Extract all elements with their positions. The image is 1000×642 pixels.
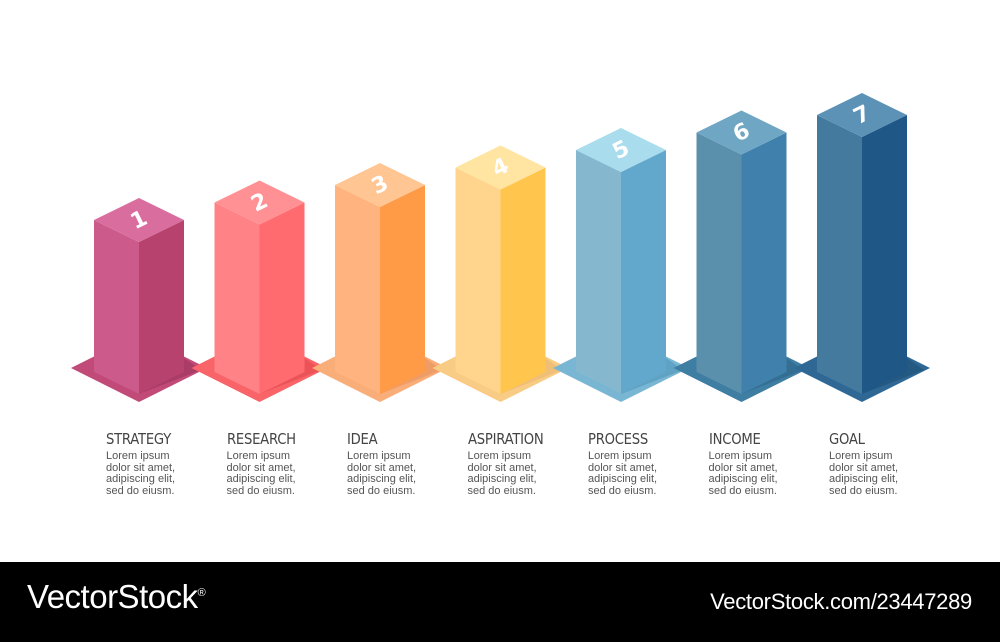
brand-logo: VectorStock®	[27, 578, 206, 616]
step-description-line: dolor sit amet,	[708, 461, 778, 474]
step-description-line: dolor sit amet,	[347, 461, 417, 474]
column-top-face	[335, 163, 425, 207]
step-description-line: Lorem ipsum	[106, 450, 170, 462]
step-description-line: sed do eiusm.	[708, 484, 777, 497]
step-label-2: RESEARCH Lorem ipsum dolor sit amet, adipis…	[227, 430, 347, 497]
column-left-face	[817, 115, 862, 394]
step-description-line: dolor sit amet,	[106, 461, 176, 474]
column-left-face	[576, 150, 621, 394]
step-title: ASPIRATION	[467, 430, 544, 448]
step-description-line: Lorem ipsum	[226, 450, 291, 462]
step-description-line: adipiscing elit,	[708, 473, 778, 485]
brand-url: VectorStock.com/23447289	[710, 589, 972, 614]
column-4: 4	[432, 145, 569, 402]
step-description-line: adipiscing elit,	[588, 473, 658, 485]
step-title: GOAL	[829, 430, 865, 448]
step-description-line: adipiscing elit,	[467, 473, 537, 485]
column-right-face	[380, 185, 425, 394]
step-title: INCOME	[708, 430, 761, 448]
column-3: 3	[312, 163, 448, 402]
step-description-line: sed do eiusm.	[106, 484, 175, 497]
step-description-line: Lorem ipsum	[467, 450, 532, 462]
column-right-face	[139, 220, 184, 394]
footer-bar: VectorStock® VectorStock.com/23447289	[0, 562, 1000, 642]
step-description-line: sed do eiusm.	[588, 484, 657, 497]
step-description-line: adipiscing elit,	[347, 473, 417, 485]
column-top-face	[94, 198, 184, 242]
step-label-6: INCOME Lorem ipsum dolor sit amet, adipisci…	[709, 430, 829, 497]
step-description-line: Lorem ipsum	[829, 450, 893, 462]
column-left-face	[696, 132, 742, 394]
column-6: 6	[673, 110, 810, 402]
column-left-face	[94, 220, 139, 394]
step-description-line: sed do eiusm.	[226, 484, 295, 497]
brand-registered-mark: ®	[197, 587, 206, 599]
column-top-face	[455, 145, 546, 190]
step-title: STRATEGY	[106, 430, 172, 448]
column-top-face	[696, 110, 787, 155]
step-title: PROCESS	[588, 430, 648, 448]
step-description-line: dolor sit amet,	[467, 461, 537, 474]
column-right-face	[621, 150, 666, 394]
step-description-line: adipiscing elit,	[226, 473, 296, 485]
column-top-face	[576, 128, 666, 172]
column-right-face	[500, 167, 546, 394]
step-description-line: Lorem ipsum	[347, 450, 411, 462]
column-2: 2	[191, 180, 328, 402]
column-left-face	[335, 185, 380, 394]
step-description-line: Lorem ipsum	[708, 450, 773, 462]
step-description-line: Lorem ipsum	[588, 450, 652, 462]
step-label-4: ASPIRATION Lorem ipsum dolor sit amet, adip…	[468, 430, 588, 497]
step-label-1: STRATEGY Lorem ipsum dolor sit amet, adipis…	[106, 430, 226, 497]
column-left-face	[214, 202, 260, 394]
step-title: IDEA	[347, 430, 378, 448]
step-title: RESEARCH	[226, 430, 296, 448]
column-right-face	[862, 115, 907, 394]
brand-name: VectorStock	[27, 578, 198, 615]
step-label-5: PROCESS Lorem ipsum dolor sit amet, adipisc…	[588, 430, 708, 497]
column-left-face	[455, 167, 501, 394]
column-1: 1	[71, 198, 207, 402]
step-description-line: sed do eiusm.	[347, 484, 416, 497]
column-right-face	[741, 132, 787, 394]
step-description-line: dolor sit amet,	[829, 461, 899, 474]
column-5: 5	[553, 128, 689, 402]
step-description-line: dolor sit amet,	[226, 461, 296, 474]
step-label-7: GOAL Lorem ipsum dolor sit amet, adipiscing…	[829, 430, 949, 497]
column-top-face	[817, 93, 907, 137]
column-7: 7	[794, 93, 930, 402]
column-right-face	[259, 202, 305, 394]
step-label-3: IDEA Lorem ipsum dolor sit amet, adipiscing…	[347, 430, 467, 497]
step-description-line: adipiscing elit,	[829, 473, 899, 485]
step-description-line: sed do eiusm.	[829, 484, 898, 497]
step-description-line: adipiscing elit,	[106, 473, 176, 485]
step-description-line: sed do eiusm.	[467, 484, 536, 497]
step-description-line: dolor sit amet,	[588, 461, 658, 474]
column-top-face	[214, 180, 305, 225]
